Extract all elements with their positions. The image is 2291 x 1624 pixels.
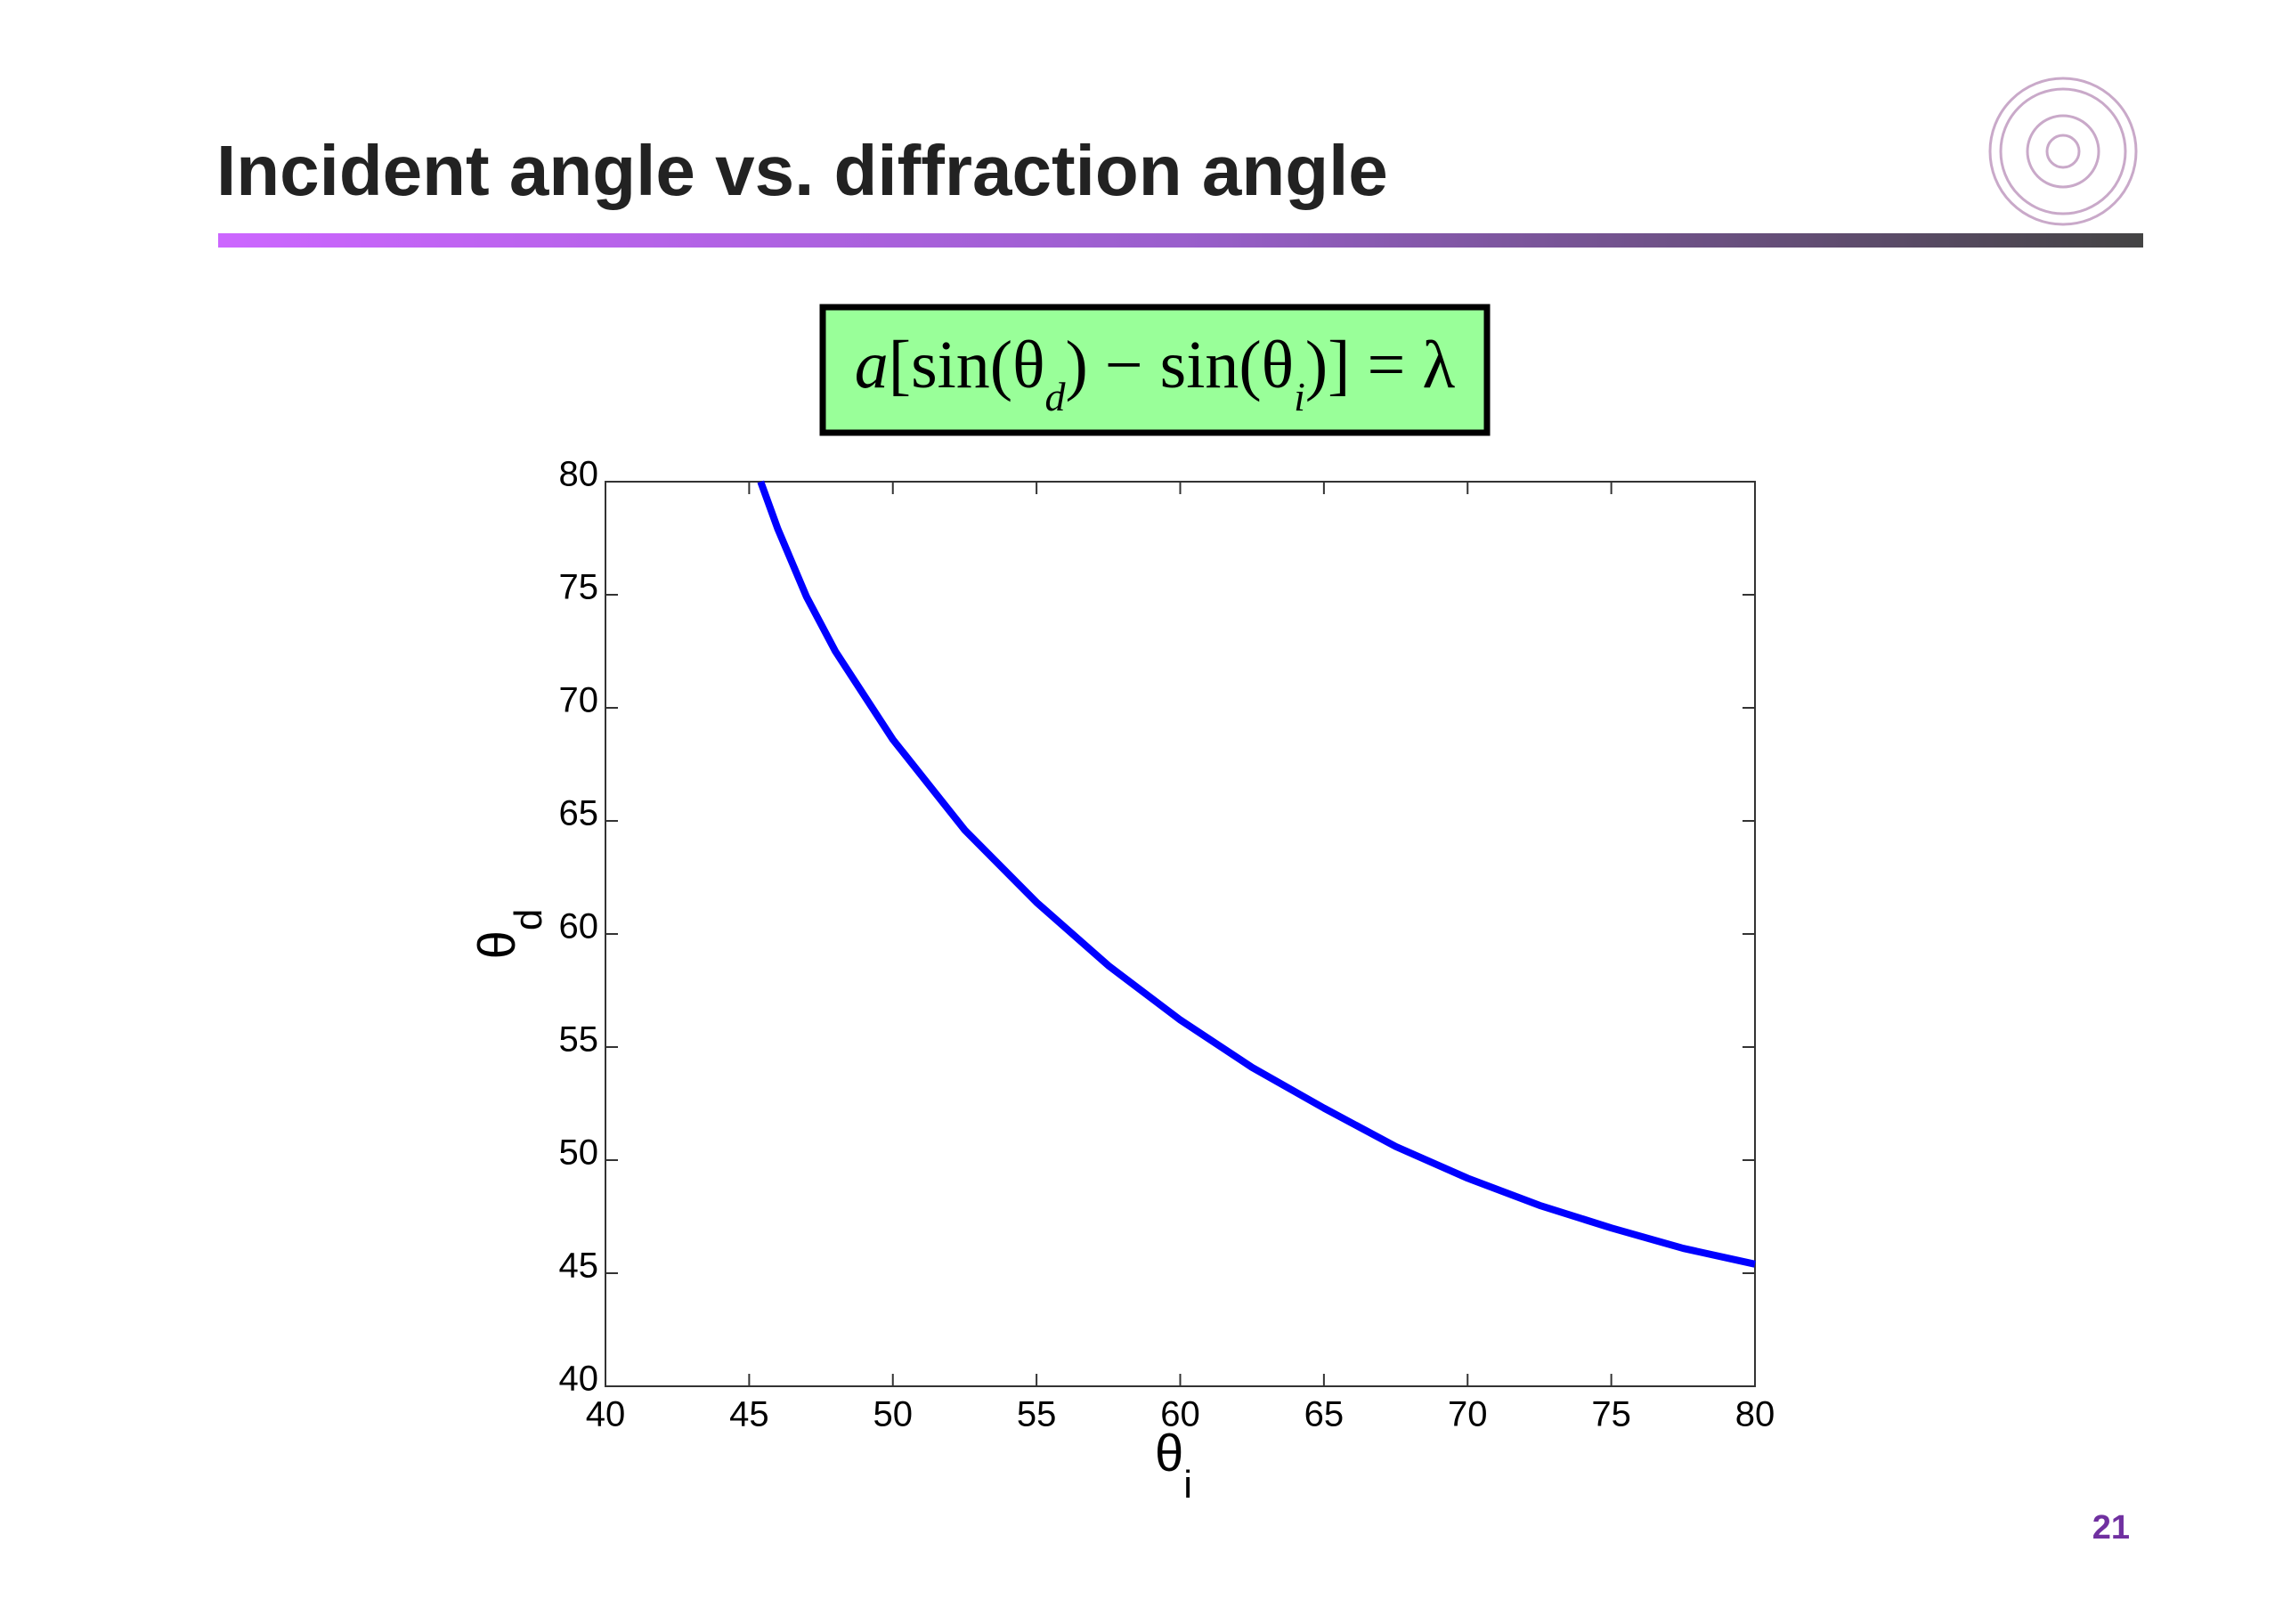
page-number: 21 <box>2092 1509 2130 1547</box>
x-tick-label: 60 <box>1160 1395 1200 1434</box>
x-tick-label: 45 <box>729 1395 769 1434</box>
equation-subscript: i <box>1294 374 1305 419</box>
x-tick-label: 50 <box>873 1395 914 1434</box>
y-axis-symbol: θ <box>468 930 526 959</box>
y-tick-label: 80 <box>559 455 599 494</box>
plot-frame <box>605 481 1756 1387</box>
equation-box <box>819 304 1491 436</box>
y-axis-label: θd <box>468 909 550 960</box>
equation-part: a <box>855 328 889 402</box>
y-tick-label: 60 <box>559 907 599 946</box>
x-tick-label: 55 <box>1017 1395 1057 1434</box>
equation-part: [sin(θ <box>889 328 1045 402</box>
y-tick-label: 70 <box>559 681 599 720</box>
x-axis-subscript: i <box>1183 1463 1192 1506</box>
x-tick-label: 80 <box>1735 1395 1775 1434</box>
y-tick-label: 65 <box>559 794 599 833</box>
equation-subscript: d <box>1045 374 1067 419</box>
y-tick-label: 45 <box>559 1246 599 1286</box>
data-line <box>757 480 1756 1268</box>
y-tick-label: 75 <box>559 568 599 607</box>
x-tick-label: 40 <box>586 1395 626 1434</box>
y-tick-label: 40 <box>559 1360 599 1399</box>
x-tick-label: 70 <box>1448 1395 1488 1434</box>
y-axis-subscript: d <box>507 909 550 930</box>
logo <box>1988 77 2138 226</box>
x-axis-symbol: θ <box>1155 1425 1183 1482</box>
equation: a[sin(θd) − sin(θi)] = λ <box>855 328 1456 419</box>
y-tick-label: 50 <box>559 1133 599 1173</box>
x-axis-label: θi <box>1155 1425 1192 1506</box>
x-tick-label: 75 <box>1591 1395 1631 1434</box>
equation-part: )] = λ <box>1305 328 1455 402</box>
x-tick-label: 65 <box>1304 1395 1345 1434</box>
equation-part: ) − sin(θ <box>1066 328 1295 402</box>
title-bar <box>218 233 2143 248</box>
y-tick-label: 55 <box>559 1020 599 1060</box>
slide-title: Incident angle vs. diffraction angle <box>216 131 1388 210</box>
